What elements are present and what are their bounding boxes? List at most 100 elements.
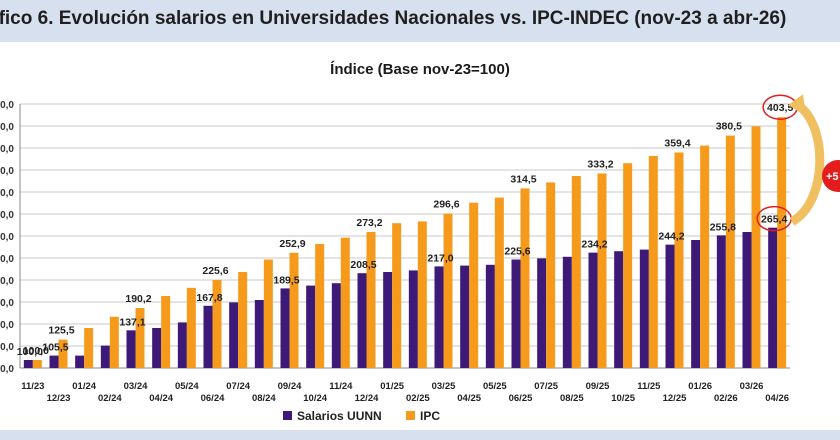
- x-tick-label: 03/26: [740, 381, 764, 392]
- title-band: áfico 6. Evolución salarios en Universid…: [0, 0, 840, 42]
- y-tick-label: 0,0: [0, 276, 14, 287]
- bar-salarios: [177, 322, 187, 368]
- bar-ipc: [417, 221, 427, 368]
- bar-salarios: [49, 355, 59, 368]
- bar-salarios: [434, 266, 444, 368]
- bar-salarios: [511, 259, 521, 368]
- x-tick-label: 01/24: [72, 381, 96, 392]
- x-tick-label: 06/24: [201, 393, 225, 404]
- y-tick-label: 0,0: [0, 188, 14, 199]
- x-tick-label: 05/25: [483, 381, 507, 392]
- growth-arrow-head: [788, 94, 806, 116]
- salarios-data-label: 100,0: [17, 346, 43, 358]
- bar-ipc: [263, 259, 273, 368]
- bar-salarios: [229, 302, 239, 368]
- ipc-data-label: 314,5: [510, 173, 536, 185]
- x-tick-label: 01/25: [380, 381, 404, 392]
- ipc-data-label: 252,9: [279, 238, 305, 250]
- bar-salarios: [562, 256, 572, 368]
- x-tick-label: 08/25: [560, 393, 584, 404]
- y-tick-label: 0,0: [0, 342, 14, 353]
- bar-ipc: [597, 173, 607, 368]
- bar-ipc: [469, 202, 479, 368]
- legend: Salarios UUNN IPC: [283, 409, 440, 423]
- bar-ipc: [186, 287, 196, 368]
- ipc-data-label: 190,2: [125, 293, 151, 305]
- bar-ipc: [494, 197, 504, 368]
- y-tick-label: 0,0: [0, 144, 14, 155]
- bar-ipc: [648, 156, 658, 368]
- bar-ipc: [212, 280, 222, 368]
- y-tick-label: 0,0: [0, 210, 14, 221]
- bar-ipc: [238, 272, 248, 368]
- x-tick-label: 03/25: [432, 381, 456, 392]
- salarios-data-label: 234,2: [581, 239, 607, 251]
- x-tick-label: 02/25: [406, 393, 430, 404]
- ipc-data-label: 333,2: [587, 158, 613, 170]
- bar-salarios: [588, 252, 598, 368]
- bar-salarios: [152, 328, 162, 368]
- y-tick-label: 0,0: [0, 232, 14, 243]
- bar-ipc: [700, 145, 710, 368]
- x-tick-label: 04/26: [765, 393, 789, 404]
- bar-salarios: [75, 355, 85, 368]
- ipc-data-label: 359,4: [664, 137, 690, 149]
- x-tick-label: 11/25: [637, 381, 661, 392]
- x-tick-label: 09/25: [586, 381, 610, 392]
- legend-label-salarios: Salarios UUNN: [297, 409, 382, 423]
- bars: [23, 117, 787, 369]
- x-tick-label: 04/25: [457, 393, 481, 404]
- x-tick-label: 07/25: [534, 381, 558, 392]
- x-tick-label: 09/24: [278, 381, 302, 392]
- bar-ipc: [623, 163, 633, 368]
- bar-ipc: [161, 296, 171, 368]
- salarios-data-label: 265,4: [761, 214, 787, 226]
- bar-ipc: [751, 126, 761, 369]
- bar-ipc: [392, 223, 402, 368]
- bar-ipc: [340, 237, 350, 368]
- bar-salarios: [23, 360, 33, 368]
- x-tick-label: 01/26: [688, 381, 712, 392]
- ipc-data-label: 273,2: [356, 217, 382, 229]
- y-tick-label: 0,0: [0, 254, 14, 265]
- legend-label-ipc: IPC: [420, 409, 440, 423]
- bar-salarios: [306, 285, 316, 368]
- page-title: áfico 6. Evolución salarios en Universid…: [0, 8, 787, 29]
- bar-salarios: [768, 227, 778, 368]
- x-tick-label: 12/25: [663, 393, 687, 404]
- legend-swatch-salarios: [283, 411, 292, 420]
- ipc-data-label: 380,5: [716, 121, 742, 133]
- bar-ipc: [725, 135, 735, 368]
- bar-salarios: [280, 288, 290, 368]
- y-axis-ticks: 0,0 0,0 0,0 0,0 0,0 0,0 0,0 0,0 0,0 0,0 0,0 0,0 0,0: [0, 100, 14, 375]
- bar-salarios: [691, 240, 701, 368]
- bar-ipc: [84, 328, 94, 368]
- salarios-data-label: 167,8: [196, 292, 222, 304]
- x-tick-label: 11/24: [329, 381, 353, 392]
- bar-salarios: [408, 270, 418, 368]
- chart-frame: Índice (Base nov-23=100) 0,0 0,0 0,0 0,0 0,0…: [0, 44, 840, 430]
- gridlines: [19, 103, 790, 369]
- difference-badge: [822, 160, 840, 192]
- bar-ipc: [135, 308, 145, 368]
- x-tick-label: 12/23: [47, 393, 71, 404]
- legend-swatch-ipc: [406, 411, 415, 420]
- x-tick-label: 02/24: [98, 393, 122, 404]
- bar-chart: Índice (Base nov-23=100) 0,00,00,00,00,0…: [0, 61, 840, 423]
- bar-salarios: [126, 330, 136, 368]
- bar-salarios: [460, 265, 470, 368]
- annotations: +5: [756, 94, 840, 232]
- ipc-data-label: 125,5: [48, 325, 74, 337]
- salarios-data-label: 225,6: [504, 246, 530, 258]
- bar-salarios: [100, 345, 110, 368]
- growth-arrow: [789, 101, 825, 226]
- salarios-data-label: 208,5: [350, 259, 376, 271]
- bottom-band: [0, 430, 840, 440]
- bar-salarios: [537, 258, 547, 368]
- bar-salarios: [331, 283, 341, 368]
- ipc-data-label: 100,0: [23, 345, 49, 357]
- bar-salarios: [383, 272, 393, 368]
- bar-ipc: [315, 244, 325, 368]
- bar-salarios: [254, 300, 264, 368]
